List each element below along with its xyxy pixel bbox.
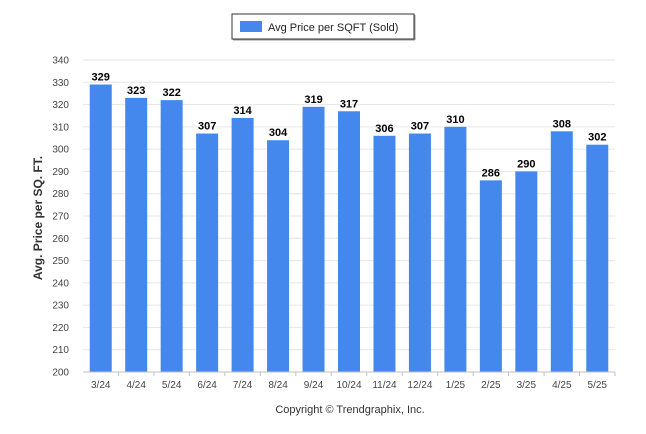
legend-label: Avg Price per SQFT (Sold) [268,22,398,34]
y-axis: 200 210 220 230 240 250 260 270 280 290 300 310 320 3… [52,56,69,379]
data-labels: 329 323 322 307 314 304 319 317 306 307 310 286 290 3… [92,72,607,180]
bar-1-25[interactable] [444,126,467,372]
x-tick-label: 9/24 [304,380,324,391]
x-tick-label: 4/25 [552,380,572,391]
bar-7-24[interactable] [231,117,254,372]
bar-8-24[interactable] [267,140,290,372]
x-tick-label: 1/25 [446,380,466,391]
legend-swatch [240,21,262,32]
y-axis-title: Avg. Price per SQ. FT. [31,156,45,280]
data-label: 329 [92,72,110,84]
data-label: 319 [304,94,322,106]
bars [89,84,609,373]
y-tick-label: 270 [52,212,69,223]
y-tick-label: 290 [52,167,69,178]
bar-3-25[interactable] [515,171,538,372]
legend[interactable]: Avg Price per SQFT (Sold) [231,13,416,41]
bar-2-25[interactable] [479,180,502,372]
x-tick-label: 8/24 [268,380,288,391]
x-tick-label: 2/25 [481,380,501,391]
x-tick-label: 7/24 [233,380,253,391]
y-tick-label: 280 [52,189,69,200]
y-tick-label: 240 [52,278,69,289]
data-label: 286 [482,167,500,179]
y-tick-label: 310 [52,122,69,133]
y-tick-label: 230 [52,301,69,312]
y-tick-label: 210 [52,345,69,356]
y-tick-label: 330 [52,78,69,89]
x-tick-label: 12/24 [407,380,432,391]
data-label: 306 [375,123,393,135]
y-tick-label: 220 [52,323,69,334]
bar-10-24[interactable] [338,111,360,372]
x-tick-label: 5/24 [162,380,182,391]
x-tick-label: 11/24 [372,380,397,391]
data-label: 310 [446,114,464,126]
y-tick-label: 340 [52,56,69,67]
data-label: 290 [517,158,535,170]
data-label: 317 [340,98,358,110]
data-label: 307 [198,121,216,133]
x-tick-label: 4/24 [126,380,146,391]
bar-12-24[interactable] [408,133,431,372]
x-tick-label: 10/24 [336,380,361,391]
y-tick-label: 200 [52,368,69,379]
copyright-text: Copyright © Trendgraphix, Inc. [275,404,424,416]
x-tick-label: 3/24 [91,380,111,391]
bar-4-25[interactable] [550,131,573,372]
y-tick-label: 260 [52,234,69,245]
data-label: 323 [127,85,145,97]
bar-4-24[interactable] [125,97,148,372]
data-label: 307 [411,121,429,133]
legend-box [231,13,415,40]
data-label: 322 [162,87,180,99]
y-tick-label: 250 [52,256,69,267]
x-tick-label: 5/25 [588,380,608,391]
y-tick-label: 320 [52,100,69,111]
bar-9-24[interactable] [302,106,325,373]
bar-6-24[interactable] [196,133,219,372]
x-tick-label: 6/24 [197,380,217,391]
data-label: 304 [269,127,288,139]
data-label: 314 [233,105,252,117]
bar-5-24[interactable] [160,100,183,372]
bar-11-24[interactable] [373,135,396,372]
x-axis: 3/24 4/24 5/24 6/24 7/24 8/24 9/24 10/24 11/24 12… [83,371,616,391]
bar-5-25[interactable] [586,144,609,372]
data-label: 302 [588,132,606,144]
x-tick-label: 3/25 [517,380,537,391]
bar-3-24[interactable] [89,84,112,372]
data-label: 308 [553,118,571,130]
y-tick-label: 300 [52,145,69,156]
